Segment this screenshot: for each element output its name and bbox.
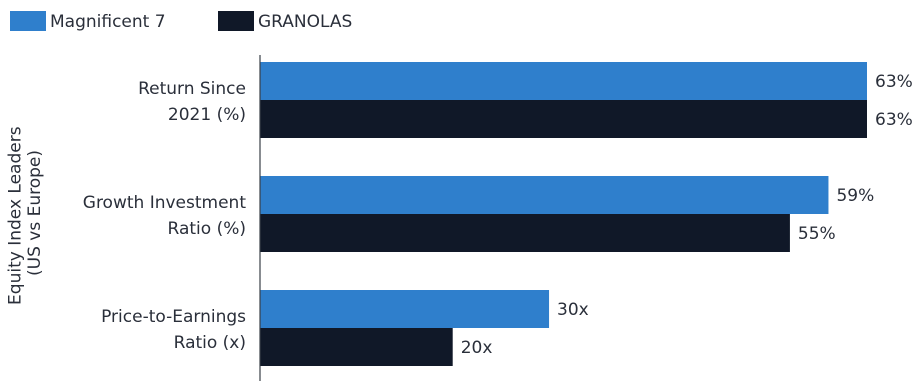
category-label-1-line-1: Growth Investment: [83, 193, 247, 213]
category-label-2: Price-to-Earnings Ratio (x): [101, 307, 246, 353]
bar-granolas-1: [260, 214, 790, 252]
category-label-2-line-2: Ratio (x): [174, 333, 246, 353]
value-label-granolas-1: 55%: [798, 224, 836, 244]
value-label-granolas-0: 63%: [875, 110, 913, 130]
value-labels: 63% 63% 59%55% 30x 20x: [461, 72, 913, 358]
category-label-2-line-1: Price-to-Earnings: [101, 307, 246, 327]
legend-swatch-granolas: [218, 11, 254, 31]
bar-granolas-0: [260, 100, 867, 138]
value-label-granolas-2: 20x: [461, 338, 493, 358]
bars: [260, 62, 867, 366]
category-label-0-line-2: 2021 (%): [168, 105, 246, 125]
y-axis-title: Equity Index Leaders (US vs Europe): [6, 121, 46, 305]
category-label-0-line-1: Return Since: [138, 79, 246, 99]
category-labels: Return Since 2021 (%) Growth Investment Rat…: [83, 79, 247, 353]
bar-magnificent-7-1: [260, 176, 829, 214]
legend-label-granolas: GRANOLAS: [258, 12, 352, 32]
category-label-1: Growth Investment Ratio (%): [83, 193, 247, 239]
bar-magnificent-7-0: [260, 62, 867, 100]
legend-label-magnificent-7: Magnificent 7: [50, 12, 166, 32]
bar-magnificent-7-2: [260, 290, 550, 328]
bar-granolas-2: [260, 328, 453, 366]
value-label-magnificent-7-0: 63%: [875, 72, 913, 92]
y-axis-title-line-2: (US vs Europe): [25, 150, 45, 276]
legend: Magnificent 7 GRANOLAS: [10, 11, 352, 32]
y-axis-title-line-1: Equity Index Leaders: [6, 126, 26, 305]
legend-swatch-magnificent-7: [10, 11, 46, 31]
value-label-magnificent-7-1: 59%: [836, 186, 874, 206]
category-label-0: Return Since 2021 (%): [138, 79, 246, 125]
category-label-1-line-2: Ratio (%): [168, 219, 246, 239]
value-label-magnificent-7-2: 30x: [557, 300, 589, 320]
